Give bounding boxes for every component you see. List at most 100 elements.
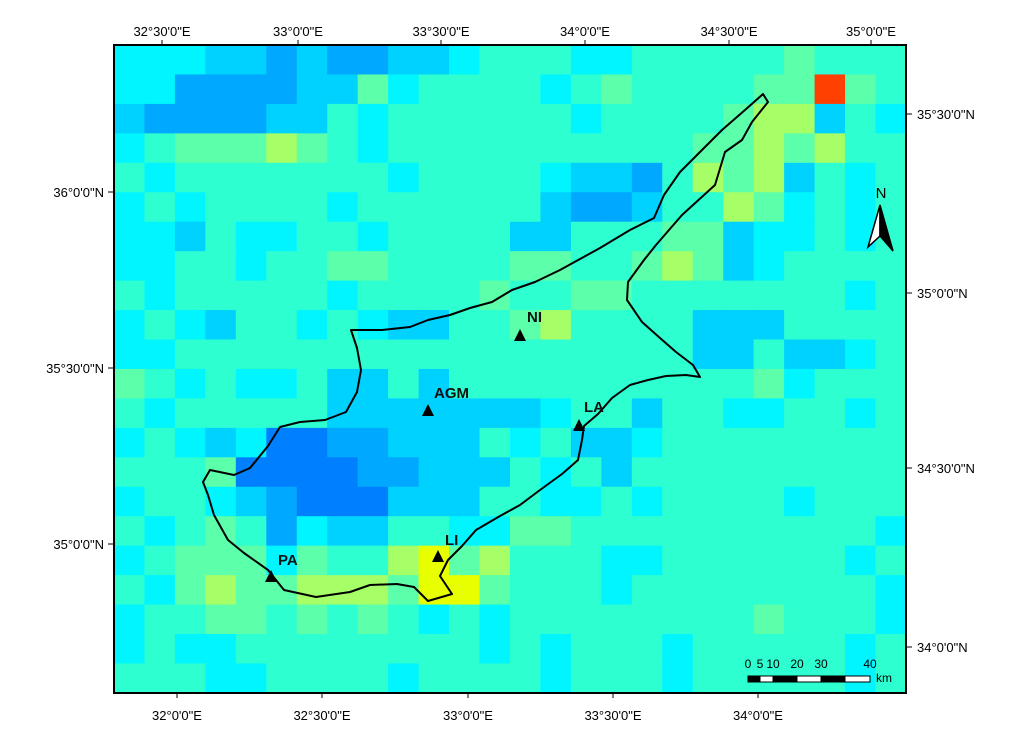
raster-cell bbox=[692, 457, 724, 488]
raster-cell bbox=[449, 339, 481, 370]
bottom-axis-label: 33°0'0"E bbox=[443, 708, 493, 723]
raster-cell bbox=[723, 516, 755, 547]
raster-cell bbox=[479, 221, 511, 252]
raster-cell bbox=[327, 339, 359, 370]
raster-cell bbox=[509, 634, 542, 665]
raster-cell bbox=[388, 251, 420, 282]
raster-cell bbox=[875, 280, 907, 311]
scale-bar-tick-label: 40 bbox=[863, 657, 877, 671]
raster-cell bbox=[327, 368, 359, 399]
raster-cell bbox=[753, 192, 785, 223]
raster-cell bbox=[540, 221, 572, 252]
map-frame bbox=[113, 44, 907, 694]
raster-cell bbox=[357, 310, 389, 341]
raster-cell bbox=[845, 162, 877, 193]
raster-cell bbox=[266, 634, 298, 665]
raster-cell bbox=[509, 368, 542, 399]
raster-cell bbox=[875, 634, 907, 665]
raster-cell bbox=[449, 133, 481, 164]
raster-cell bbox=[266, 368, 298, 399]
raster-cell bbox=[723, 634, 755, 665]
scale-bar-segment bbox=[796, 675, 822, 683]
raster-cell bbox=[814, 575, 846, 606]
raster-cell bbox=[357, 575, 389, 606]
right-axis-label: 34°0'0"N bbox=[917, 640, 968, 655]
raster-cell bbox=[357, 133, 389, 164]
raster-cell bbox=[753, 103, 785, 134]
raster-cell bbox=[327, 162, 359, 193]
raster-cell bbox=[144, 74, 176, 105]
raster-cell bbox=[205, 74, 237, 105]
raster-cell bbox=[570, 192, 602, 223]
raster-cell bbox=[814, 74, 846, 105]
raster-cell bbox=[723, 103, 755, 134]
site-marker-ni bbox=[514, 329, 526, 341]
raster-cell bbox=[784, 457, 816, 488]
raster-cell bbox=[479, 251, 511, 282]
raster-cell bbox=[692, 310, 724, 341]
raster-cell bbox=[692, 251, 724, 282]
raster-cell bbox=[814, 604, 846, 635]
raster-cell bbox=[296, 663, 328, 694]
raster-cell bbox=[723, 280, 755, 311]
raster-cell bbox=[418, 162, 450, 193]
raster-cell bbox=[357, 162, 389, 193]
raster-cell bbox=[296, 310, 328, 341]
raster-cell bbox=[296, 457, 328, 488]
raster-cell bbox=[875, 251, 907, 282]
raster-cell bbox=[753, 634, 785, 665]
raster-cell bbox=[296, 221, 328, 252]
raster-cell bbox=[296, 368, 328, 399]
raster-cell bbox=[845, 310, 877, 341]
raster-cell bbox=[723, 486, 755, 517]
raster-cell bbox=[418, 516, 450, 547]
raster-cell bbox=[509, 310, 542, 341]
raster-cell bbox=[784, 310, 816, 341]
raster-cell bbox=[144, 162, 176, 193]
raster-cell bbox=[631, 280, 663, 311]
raster-cell bbox=[631, 45, 663, 76]
scale-bar-segment bbox=[747, 675, 761, 683]
raster-cell bbox=[570, 74, 602, 105]
raster-cell bbox=[814, 162, 846, 193]
raster-cell bbox=[388, 427, 420, 458]
raster-cell bbox=[601, 310, 633, 341]
raster-cell bbox=[509, 427, 542, 458]
top-axis-label: 34°30'0"E bbox=[700, 24, 757, 39]
raster-cell bbox=[570, 310, 602, 341]
raster-cell bbox=[814, 103, 846, 134]
raster-cell bbox=[662, 162, 694, 193]
raster-cell bbox=[296, 427, 328, 458]
raster-cell bbox=[205, 516, 237, 547]
raster-cell bbox=[784, 103, 816, 134]
raster-cell bbox=[723, 251, 755, 282]
site-marker-pa bbox=[265, 570, 277, 582]
raster-cell bbox=[144, 604, 176, 635]
raster-cell bbox=[418, 486, 450, 517]
raster-cell bbox=[601, 133, 633, 164]
raster-cell bbox=[784, 634, 816, 665]
raster-cell bbox=[845, 368, 877, 399]
raster-cell bbox=[509, 663, 542, 694]
raster-cell bbox=[509, 45, 542, 76]
raster-cell bbox=[449, 162, 481, 193]
raster-cell bbox=[205, 339, 237, 370]
raster-cell bbox=[540, 192, 572, 223]
raster-cell bbox=[114, 398, 146, 429]
raster-cell bbox=[753, 280, 785, 311]
raster-cell bbox=[692, 74, 724, 105]
raster-cell bbox=[235, 368, 267, 399]
raster-cell bbox=[114, 221, 146, 252]
raster-cell bbox=[327, 516, 359, 547]
raster-cell bbox=[631, 634, 663, 665]
raster-cell bbox=[845, 545, 877, 576]
raster-cell bbox=[723, 545, 755, 576]
raster-cell bbox=[540, 280, 572, 311]
raster-cell bbox=[814, 457, 846, 488]
left-axis-label: 36°0'0"N bbox=[53, 185, 104, 200]
raster-cell bbox=[601, 103, 633, 134]
raster-cell bbox=[692, 280, 724, 311]
raster-cell bbox=[814, 221, 846, 252]
raster-cell bbox=[479, 192, 511, 223]
raster-cell bbox=[540, 516, 572, 547]
